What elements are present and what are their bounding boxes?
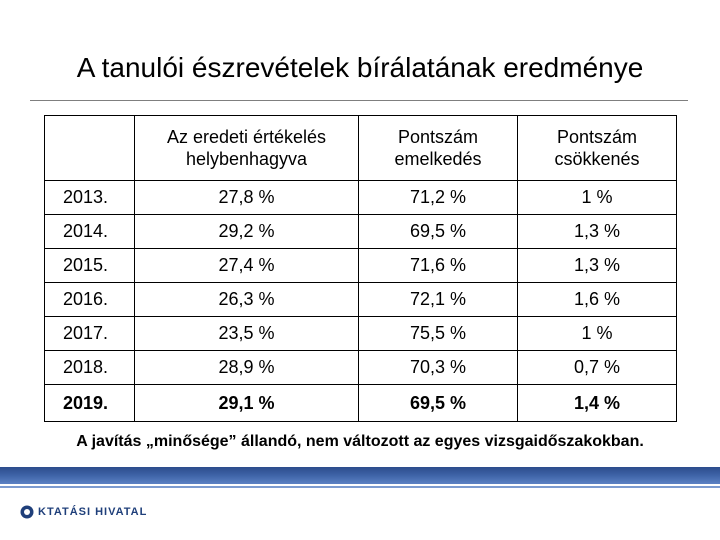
year-cell: 2018. [44,350,135,385]
raised-cell: 71,2 % [358,180,518,215]
lowered-cell: 0,7 % [517,350,677,385]
table-row: 2016. 26,3 % 72,1 % 1,6 % [44,282,677,317]
footer-band [0,467,720,484]
footnote: A javítás „minősége” állandó, nem változ… [76,433,644,450]
raised-cell: 70,3 % [358,350,518,385]
table-row: 2013. 27,8 % 71,2 % 1 % [44,180,677,215]
slide-title: A tanulói észrevételek bírálatának eredm… [76,52,644,83]
results-table: Az eredeti értékelés helybenhagyva Ponts… [44,115,677,422]
header-cell-kept: Az eredeti értékelés helybenhagyva [134,115,359,181]
lowered-cell: 1 % [517,180,677,215]
oktatasi-hivatal-logo: KTATÁSI HIVATAL [20,503,147,521]
year-cell: 2016. [44,282,135,317]
logo-circle-icon [20,505,34,519]
header-cell-empty [44,115,135,181]
table-row: 2014. 29,2 % 69,5 % 1,3 % [44,214,677,249]
table-row: 2018. 28,9 % 70,3 % 0,7 % [44,350,677,385]
lowered-cell: 1,4 % [517,384,677,422]
lowered-cell: 1 % [517,316,677,351]
kept-cell: 29,1 % [134,384,359,422]
header-cell-lowered: Pontszám csökkenés [517,115,677,181]
kept-cell: 29,2 % [134,214,359,249]
year-cell: 2019. [44,384,135,422]
kept-cell: 28,9 % [134,350,359,385]
year-cell: 2017. [44,316,135,351]
table-row-highlighted: 2019. 29,1 % 69,5 % 1,4 % [44,384,677,422]
lowered-cell: 1,6 % [517,282,677,317]
year-cell: 2013. [44,180,135,215]
raised-cell: 71,6 % [358,248,518,283]
title-divider [30,100,688,101]
kept-cell: 26,3 % [134,282,359,317]
header-cell-raised: Pontszám emelkedés [358,115,518,181]
table-row: 2015. 27,4 % 71,6 % 1,3 % [44,248,677,283]
raised-cell: 69,5 % [358,214,518,249]
table-header-row: Az eredeti értékelés helybenhagyva Ponts… [44,115,677,181]
lowered-cell: 1,3 % [517,214,677,249]
raised-cell: 75,5 % [358,316,518,351]
year-cell: 2014. [44,214,135,249]
kept-cell: 27,4 % [134,248,359,283]
raised-cell: 72,1 % [358,282,518,317]
logo-text: KTATÁSI HIVATAL [38,506,148,518]
lowered-cell: 1,3 % [517,248,677,283]
kept-cell: 27,8 % [134,180,359,215]
kept-cell: 23,5 % [134,316,359,351]
year-cell: 2015. [44,248,135,283]
table-row: 2017. 23,5 % 75,5 % 1 % [44,316,677,351]
footer-band-line [0,486,720,488]
raised-cell: 69,5 % [358,384,518,422]
